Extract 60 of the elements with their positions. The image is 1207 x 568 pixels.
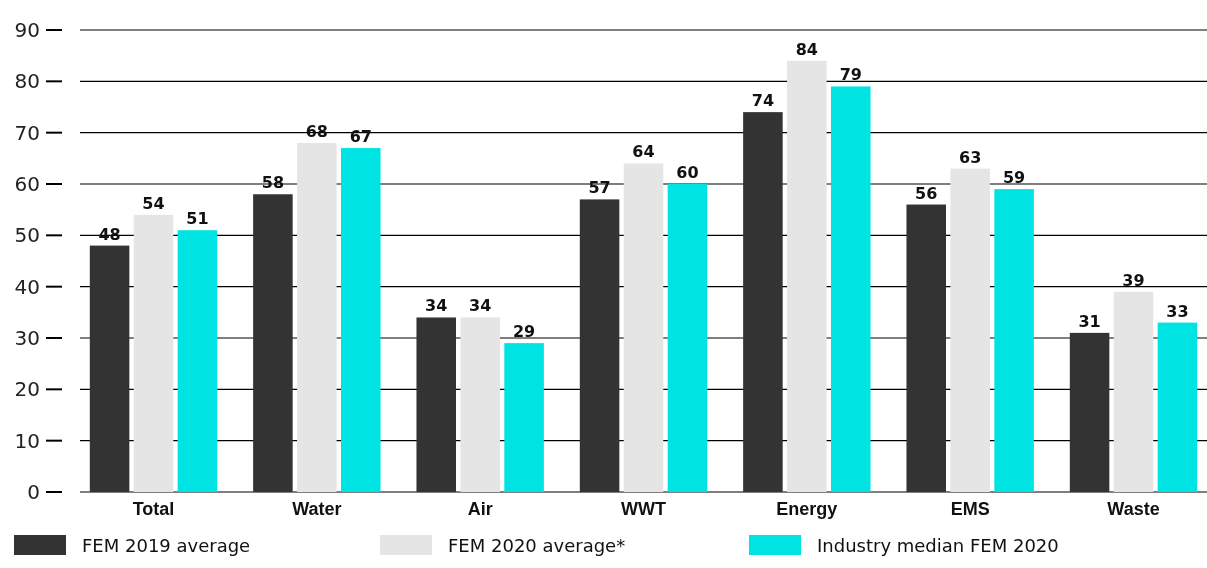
bar xyxy=(253,194,293,492)
data-label: 33 xyxy=(1166,301,1189,321)
data-label: 56 xyxy=(915,183,938,203)
data-label: 51 xyxy=(186,209,209,229)
y-tick-label: 60 xyxy=(14,171,40,196)
bar xyxy=(831,86,871,492)
legend-label: FEM 2019 average xyxy=(82,535,251,556)
bar xyxy=(787,60,827,492)
data-label: 34 xyxy=(469,296,492,316)
bar xyxy=(743,112,783,492)
bar xyxy=(504,343,544,492)
bar xyxy=(667,184,708,492)
y-tick-label: 50 xyxy=(14,223,40,248)
bar xyxy=(579,199,620,492)
data-label: 29 xyxy=(512,322,536,342)
y-tick-label: 90 xyxy=(14,17,40,42)
y-tick-label: 0 xyxy=(27,479,40,504)
bar xyxy=(460,317,500,492)
x-tick-label: Air xyxy=(467,498,493,519)
y-tick-label: 40 xyxy=(14,274,40,299)
bar xyxy=(994,189,1034,492)
data-label: 59 xyxy=(1002,168,1026,188)
bar xyxy=(89,245,130,492)
bar xyxy=(906,204,946,492)
bar xyxy=(623,163,664,492)
data-label: 60 xyxy=(676,163,699,182)
y-tick-label: 70 xyxy=(14,120,40,145)
data-label: 63 xyxy=(959,147,982,167)
legend-label: Industry median FEM 2020 xyxy=(817,535,1059,556)
x-tick-label: WWT xyxy=(621,498,666,519)
y-tick-label: 80 xyxy=(14,69,40,94)
x-tick-label: Total xyxy=(132,498,175,519)
data-label: 74 xyxy=(751,91,775,111)
legend-label: FEM 2020 average* xyxy=(448,535,626,556)
bar xyxy=(416,317,456,492)
x-tick-label: Waste xyxy=(1107,498,1160,519)
data-label: 34 xyxy=(425,296,448,316)
x-tick-label: Water xyxy=(292,498,342,519)
bar xyxy=(297,142,337,492)
bar xyxy=(341,148,381,492)
bar xyxy=(1157,322,1198,492)
x-tick-label: Energy xyxy=(776,498,838,519)
y-tick-label: 20 xyxy=(14,377,40,402)
data-label: 31 xyxy=(1078,311,1101,331)
data-label: 64 xyxy=(632,142,655,162)
x-tick-label: EMS xyxy=(950,498,990,519)
data-label: 79 xyxy=(839,65,862,85)
data-label: 54 xyxy=(142,193,165,213)
data-label: 84 xyxy=(795,39,818,59)
data-label: 67 xyxy=(349,127,372,147)
data-label: 58 xyxy=(261,173,285,193)
bar xyxy=(1113,291,1154,492)
bar xyxy=(1069,332,1110,492)
y-tick-label: 10 xyxy=(14,428,40,453)
y-tick-label: 30 xyxy=(14,325,40,350)
bar xyxy=(950,168,990,492)
bar xyxy=(177,230,218,492)
data-label: 57 xyxy=(588,178,611,198)
data-label: 39 xyxy=(1122,270,1145,290)
bar xyxy=(133,214,174,492)
